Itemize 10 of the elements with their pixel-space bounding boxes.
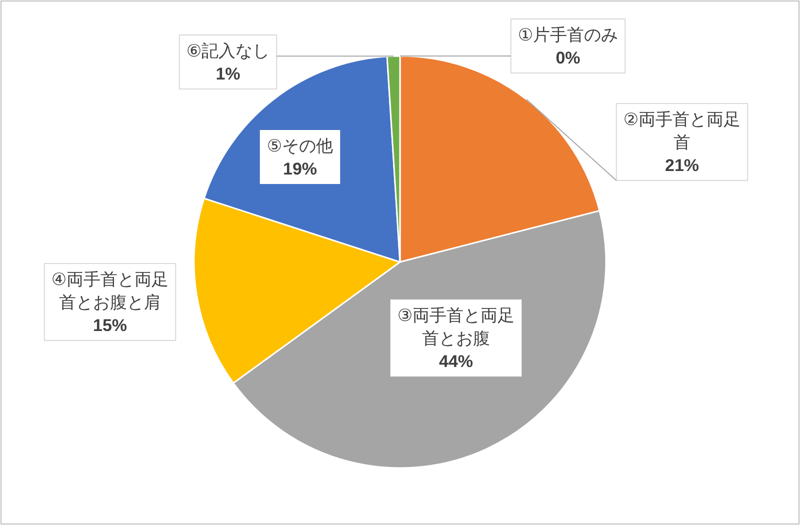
slice-label: ②両手首と両足首	[623, 110, 741, 152]
data-label: 21%	[664, 156, 700, 175]
slice-label: ③両手首と両足首とお腹	[397, 306, 515, 348]
slice-label: ④両手首と両足首とお腹と肩	[51, 270, 169, 312]
data-label: 19%	[282, 160, 318, 178]
slice-label: ⑤その他	[266, 136, 334, 156]
data-label: 15%	[92, 316, 128, 335]
data-label: 1%	[216, 64, 240, 84]
slice-label: ⑥記入なし	[186, 42, 270, 60]
data-label: 44%	[438, 352, 474, 371]
